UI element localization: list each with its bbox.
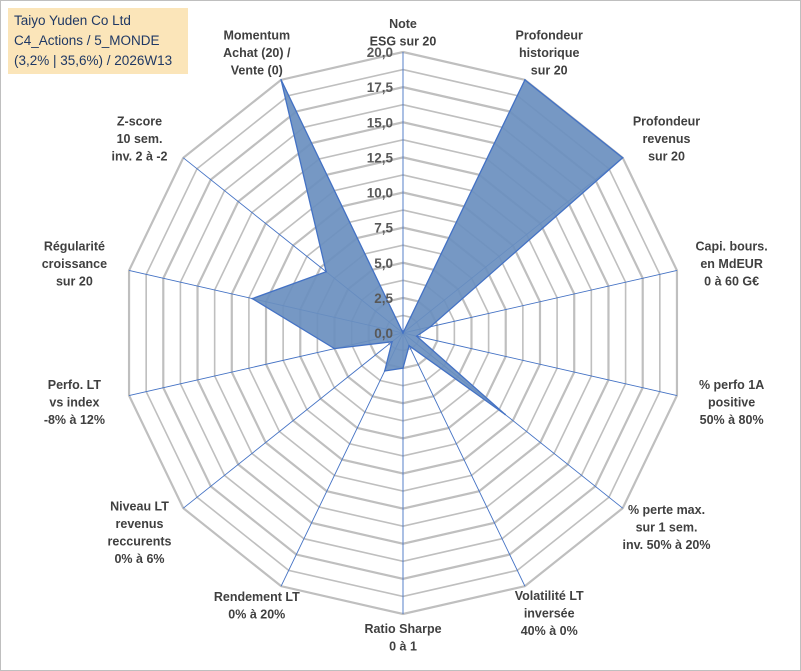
data-point bbox=[402, 367, 404, 369]
axis-spoke bbox=[280, 332, 404, 587]
axis-spoke bbox=[402, 270, 678, 334]
axis-label-line: Volatilité LT bbox=[515, 589, 584, 603]
tick-label: 2,5 bbox=[374, 291, 393, 306]
axis-label-line: vs index bbox=[49, 396, 99, 410]
data-point bbox=[391, 340, 393, 343]
data-point bbox=[429, 325, 432, 328]
axis-label-line: Niveau LT bbox=[110, 500, 169, 514]
data-point bbox=[333, 347, 336, 350]
axis-label-line: sur 20 bbox=[531, 63, 568, 77]
axis-label-line: 10 sem. bbox=[117, 132, 163, 146]
axis-label-line: Vente (0) bbox=[231, 63, 283, 77]
axis-label: Note ESG sur 20 bbox=[370, 17, 437, 49]
axis-label-line: revenus bbox=[643, 132, 691, 146]
tick-label: 5,0 bbox=[374, 256, 393, 271]
axis-label-line: inv. 2 à -2 bbox=[111, 150, 167, 164]
axis-label-line: 0% à 6% bbox=[114, 552, 164, 566]
axis-label: Profondeur revenus sur 20 bbox=[633, 115, 700, 164]
axis-label: % perte max. sur 1 sem. inv. 50% à 20% bbox=[622, 503, 710, 552]
company-name: Taiyo Yuden Co Ltd bbox=[14, 13, 131, 28]
axis-label-line: inversée bbox=[524, 607, 575, 621]
axis-spoke bbox=[402, 332, 678, 396]
axis-label-line: % perte max. bbox=[628, 503, 705, 517]
axis-label-line: Régularité bbox=[44, 240, 105, 254]
axis-label-line: % perfo 1A bbox=[699, 378, 764, 392]
data-point bbox=[408, 344, 410, 347]
axis-label-line: Capi. bours. bbox=[695, 240, 767, 254]
axis-label-line: -8% à 12% bbox=[44, 413, 105, 427]
axis-spoke bbox=[402, 332, 526, 587]
axis-label-line: revenus bbox=[116, 517, 164, 531]
axis-label-line: Rendement LT bbox=[214, 590, 300, 604]
axis-label-line: 0 à 60 G€ bbox=[704, 275, 759, 289]
axis-label-line: Note bbox=[389, 17, 417, 31]
axis-label-line: sur 20 bbox=[648, 150, 685, 164]
axis-label: Capi. bours. en MdEUR 0 à 60 G€ bbox=[695, 240, 767, 289]
axis-label: % perfo 1A positive 50% à 80% bbox=[699, 378, 764, 427]
axis-label-line: en MdEUR bbox=[700, 257, 763, 271]
axis-label-line: Achat (20) / bbox=[223, 46, 291, 60]
axis-label-line: historique bbox=[519, 46, 579, 60]
axis-label-line: reccurents bbox=[108, 535, 172, 549]
tick-label: 0,0 bbox=[374, 326, 393, 341]
axis-label: Rendement LT 0% à 20% bbox=[214, 590, 300, 622]
axis-label: Ratio Sharpe 0 à 1 bbox=[364, 622, 441, 654]
tick-label: 10,0 bbox=[367, 186, 393, 201]
data-point bbox=[251, 297, 254, 300]
data-point bbox=[415, 335, 418, 337]
data-point bbox=[402, 332, 404, 334]
data-point bbox=[504, 413, 506, 416]
data-point bbox=[524, 79, 526, 81]
axis-label-line: Profondeur bbox=[516, 28, 583, 42]
axis-label-line: croissance bbox=[42, 257, 107, 271]
tick-label: 17,5 bbox=[367, 80, 394, 95]
axis-label-line: inv. 50% à 20% bbox=[622, 538, 710, 552]
axis-label-line: Ratio Sharpe bbox=[364, 622, 441, 636]
axis-label-line: Momentum bbox=[223, 28, 290, 42]
data-point bbox=[621, 157, 624, 159]
axis-label: Perfo. LT vs index -8% à 12% bbox=[44, 378, 105, 427]
axis-label: Z-score 10 sem. inv. 2 à -2 bbox=[111, 115, 167, 164]
axis-label-line: ESG sur 20 bbox=[370, 35, 437, 49]
axis-label: Volatilité LT inversée 40% à 0% bbox=[515, 589, 584, 638]
axis-label-line: Profondeur bbox=[633, 115, 700, 129]
axis-label: Régularité croissance sur 20 bbox=[42, 240, 107, 289]
axis-label-line: 50% à 80% bbox=[700, 413, 764, 427]
axis-label: Profondeur historique sur 20 bbox=[516, 28, 583, 77]
axis-label-line: 0 à 1 bbox=[389, 640, 417, 654]
data-point bbox=[325, 270, 327, 273]
axis-label: Momentum Achat (20) / Vente (0) bbox=[223, 28, 291, 77]
axis-label-line: 40% à 0% bbox=[521, 624, 578, 638]
axis-label-line: Perfo. LT bbox=[48, 378, 102, 392]
category-label: C4_Actions / 5_MONDE bbox=[14, 33, 160, 48]
tick-label: 15,0 bbox=[367, 115, 393, 130]
data-point bbox=[280, 79, 282, 81]
axis-spoke bbox=[183, 332, 404, 509]
axis-label: Niveau LT revenus reccurents 0% à 6% bbox=[108, 500, 172, 567]
chart-header: Taiyo Yuden Co Ltd C4_Actions / 5_MONDE … bbox=[8, 8, 188, 74]
axis-label-line: sur 1 sem. bbox=[636, 520, 698, 534]
stats-label: (3,2% | 35,6%) / 2026W13 bbox=[14, 53, 173, 68]
tick-label: 12,5 bbox=[367, 150, 394, 165]
tick-label: 20,0 bbox=[367, 45, 393, 60]
axis-label-line: positive bbox=[708, 396, 755, 410]
data-point bbox=[383, 370, 386, 372]
axis-label-line: sur 20 bbox=[56, 275, 93, 289]
axis-label-line: 0% à 20% bbox=[228, 608, 285, 622]
tick-label: 7,5 bbox=[374, 221, 393, 236]
axis-label-line: Z-score bbox=[117, 115, 162, 129]
